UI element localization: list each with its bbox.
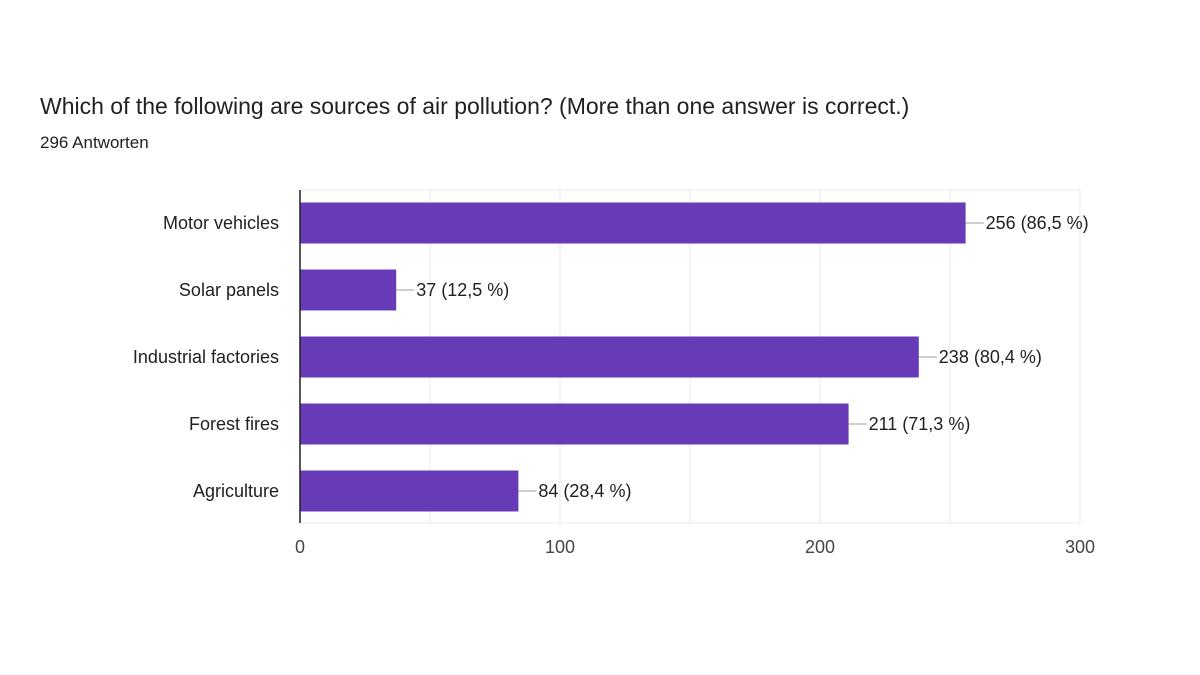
response-count: 296 Antworten — [40, 133, 149, 152]
category-label: Motor vehicles — [163, 213, 279, 233]
bar — [300, 470, 519, 512]
question-title: Which of the following are sources of ai… — [40, 93, 910, 119]
category-label: Forest fires — [189, 414, 279, 434]
data-label: 84 (28,4 %) — [538, 481, 631, 501]
bar — [300, 403, 849, 445]
x-tick-label: 100 — [545, 537, 575, 557]
bar — [300, 269, 397, 311]
x-tick-label: 0 — [295, 537, 305, 557]
category-label: Industrial factories — [133, 347, 279, 367]
bar — [300, 336, 919, 378]
x-tick-label: 200 — [805, 537, 835, 557]
data-label: 256 (86,5 %) — [986, 213, 1089, 233]
bar — [300, 202, 966, 244]
data-label: 211 (71,3 %) — [869, 414, 971, 434]
data-label: 37 (12,5 %) — [416, 280, 509, 300]
category-label: Agriculture — [193, 481, 279, 501]
category-label: Solar panels — [179, 280, 279, 300]
x-tick-label: 300 — [1065, 537, 1095, 557]
data-label: 238 (80,4 %) — [939, 347, 1042, 367]
